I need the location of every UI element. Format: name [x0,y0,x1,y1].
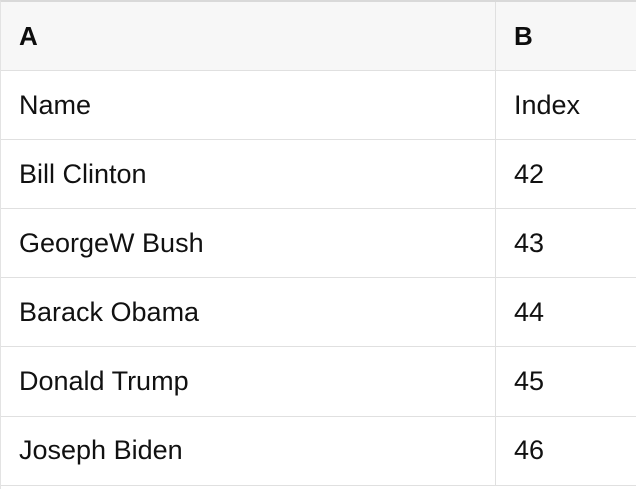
cell-name[interactable]: GeorgeW Bush [1,209,496,278]
column-header-b[interactable]: B [496,2,636,71]
cell-text: Index [514,89,581,120]
cell-text: Joseph Biden [19,435,183,466]
cell-name[interactable]: Donald Trump [1,347,496,416]
table-row: Barack Obama 44 [1,278,636,348]
cell-name-header[interactable]: Name [1,71,496,140]
cell-text: Name [19,89,92,120]
cell-text: GeorgeW Bush [19,227,204,258]
column-header-a-label: A [19,20,38,51]
header-row: A B [1,2,636,72]
cell-index[interactable]: 42 [496,140,636,208]
cell-text: 43 [514,227,545,258]
table-row: Joseph Biden 46 [1,416,636,486]
cell-text: Bill Clinton [19,158,147,189]
cell-text: 44 [514,296,545,327]
table-row: Donald Trump 45 [1,347,636,417]
cell-name[interactable]: Joseph Biden [1,416,496,485]
cell-text: 46 [514,435,545,466]
column-header-a[interactable]: A [1,2,496,71]
table-row: Bill Clinton 42 [1,140,636,210]
cell-index[interactable]: 45 [496,347,636,415]
cell-text: 45 [514,366,545,397]
cell-text: Barack Obama [19,296,200,327]
cell-index[interactable]: 44 [496,278,636,346]
cell-index-header[interactable]: Index [496,71,636,139]
table-row: Name Index [1,71,636,141]
cell-text: Donald Trump [19,366,189,397]
table-row: GeorgeW Bush 43 [1,209,636,279]
cell-name[interactable]: Barack Obama [1,278,496,347]
column-header-b-label: B [514,20,533,51]
cell-index[interactable]: 43 [496,209,636,277]
cell-index[interactable]: 46 [496,417,636,485]
cell-text: 42 [514,158,545,189]
cell-name[interactable]: Bill Clinton [1,140,496,209]
